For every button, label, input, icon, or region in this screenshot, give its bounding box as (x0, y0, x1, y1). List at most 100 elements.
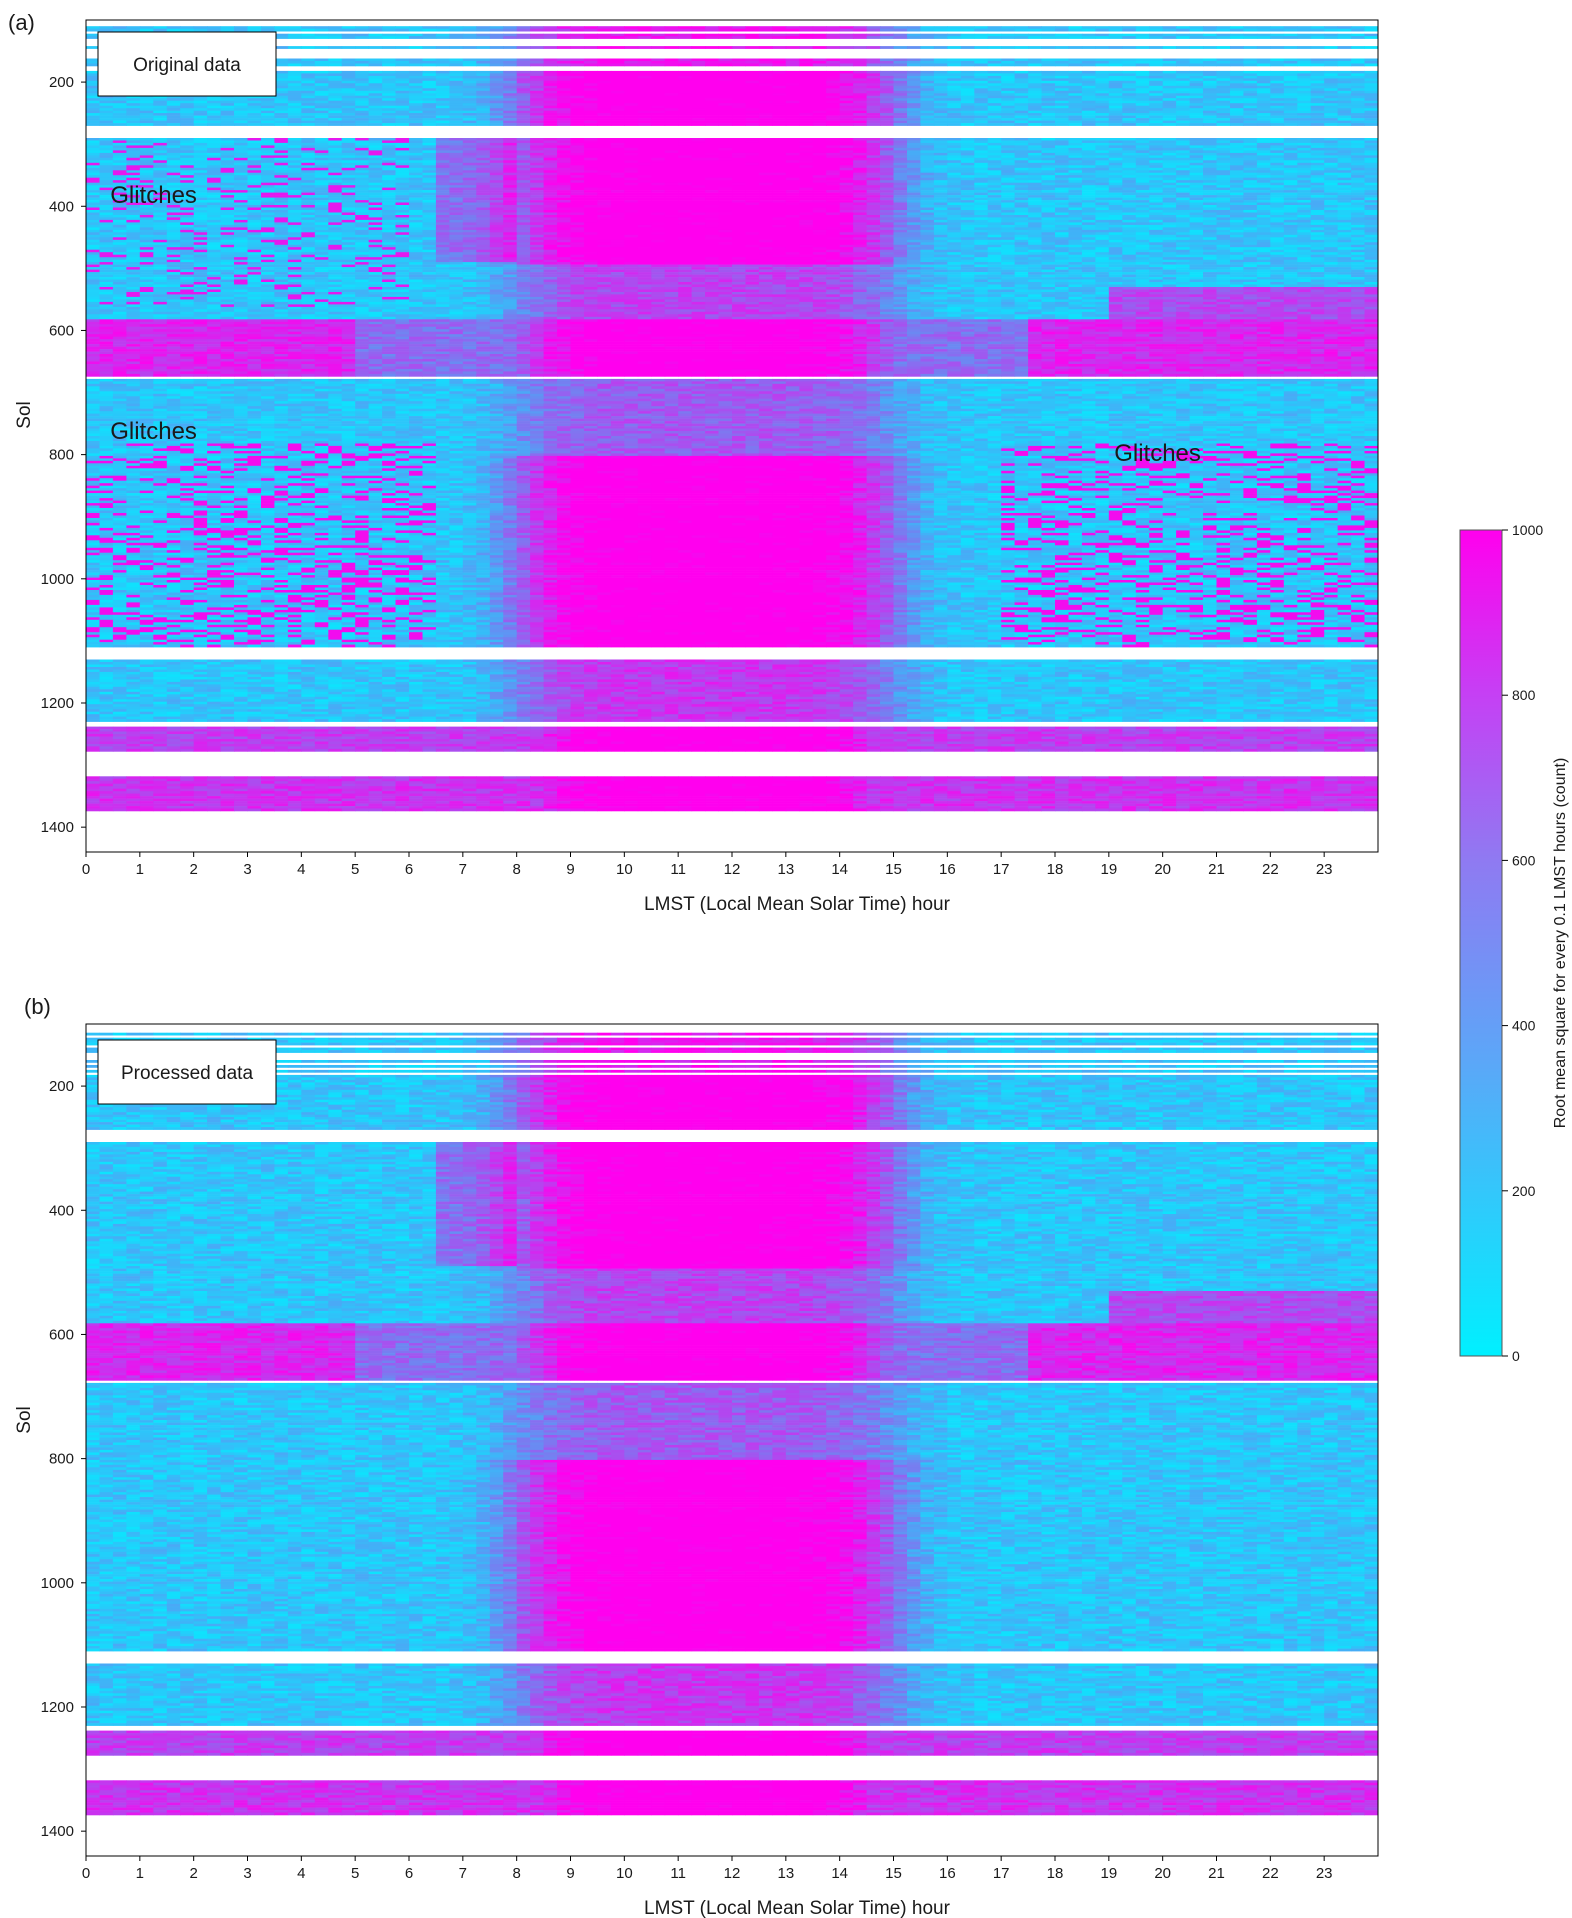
heatmap-cell (772, 61, 786, 64)
heatmap-cell (1243, 46, 1257, 49)
heatmap-cell (867, 34, 881, 37)
heatmap-cell (772, 46, 786, 49)
heatmap-cell (1257, 59, 1271, 62)
heatmap-cell (826, 29, 840, 32)
heatmap-cell (597, 61, 611, 64)
heatmap-cell (988, 26, 1002, 29)
heatmap-cell (920, 29, 934, 32)
heatmap-cell (934, 46, 948, 49)
heatmap-cell (288, 46, 302, 49)
heatmap-cell (988, 29, 1002, 32)
heatmap-cell (1230, 59, 1244, 62)
heatmap-cell (1149, 59, 1163, 62)
heatmap-cell (1042, 46, 1056, 49)
heatmap-cell (799, 46, 813, 49)
heatmap-cell (436, 29, 450, 32)
heatmap-cell (759, 29, 773, 32)
heatmap-cell (355, 61, 369, 64)
heatmap-cell (1149, 36, 1163, 39)
heatmap-cell (315, 26, 329, 29)
heatmap-cell (1217, 36, 1231, 39)
heatmap-cell (1015, 46, 1029, 49)
heatmap-cell (1122, 34, 1136, 37)
heatmap-cell (369, 61, 383, 64)
heatmap-cell (530, 61, 544, 64)
heatmap-cell (1095, 26, 1109, 29)
heatmap-cell (1109, 59, 1123, 62)
heatmap-cell (369, 34, 383, 37)
heatmap-cell (719, 36, 733, 39)
heatmap-cell (1365, 46, 1379, 49)
heatmap-cell (409, 29, 423, 32)
heatmap-cell (988, 36, 1002, 39)
heatmap-cell (920, 26, 934, 29)
heatmap-cell (867, 26, 881, 29)
heatmap-cell (503, 61, 517, 64)
heatmap-cell (813, 26, 827, 29)
heatmap-cell (490, 26, 504, 29)
heatmap-cell (530, 46, 544, 49)
heatmap-cell (1284, 29, 1298, 32)
heatmap-cell (961, 61, 975, 64)
heatmap-cell (719, 34, 733, 37)
heatmap-cell (853, 34, 867, 37)
heatmap-cell (1122, 26, 1136, 29)
heatmap-cell (126, 26, 140, 29)
heatmap-cell (705, 29, 719, 32)
heatmap-cell (463, 29, 477, 32)
heatmap-cell (288, 34, 302, 37)
heatmap-cell (907, 36, 921, 39)
heatmap-cell (1190, 46, 1204, 49)
heatmap-cell (476, 26, 490, 29)
heatmap-cell (1109, 46, 1123, 49)
heatmap-cell (1203, 26, 1217, 29)
heatmap-cell (288, 61, 302, 64)
heatmap-cell (100, 26, 114, 29)
heatmap-cell (651, 36, 665, 39)
heatmap-cell (719, 59, 733, 62)
heatmap-cell (732, 36, 746, 39)
heatmap-cell (274, 26, 288, 29)
heatmap-cell (1149, 29, 1163, 32)
heatmap-cell (799, 36, 813, 39)
heatmap-cell (301, 26, 315, 29)
heatmap-cell (301, 59, 315, 62)
heatmap-cell (382, 29, 396, 32)
heatmap-cell (934, 34, 948, 37)
heatmap-cell (692, 26, 706, 29)
heatmap-cell (947, 29, 961, 32)
heatmap-cell (1082, 29, 1096, 32)
heatmap-cell (584, 59, 598, 62)
heatmap-cell (746, 34, 760, 37)
heatmap-cell (759, 34, 773, 37)
heatmap-cell (1297, 34, 1311, 37)
heatmap-cell (503, 36, 517, 39)
heatmap-cell (786, 29, 800, 32)
heatmap-cell (665, 46, 679, 49)
heatmap-cell (894, 46, 908, 49)
heatmap-cell (867, 29, 881, 32)
heatmap-cell (961, 34, 975, 37)
heatmap-cell (342, 34, 356, 37)
heatmap-cell (167, 26, 181, 29)
heatmap-cell (234, 29, 248, 32)
heatmap-cell (1176, 61, 1190, 64)
heatmap-cell (907, 26, 921, 29)
heatmap-cell (207, 29, 221, 32)
heatmap-cell (490, 29, 504, 32)
heatmap-cell (732, 61, 746, 64)
heatmap-cell (409, 36, 423, 39)
heatmap-cell (557, 61, 571, 64)
heatmap-cell (315, 59, 329, 62)
heatmap-cell (1297, 36, 1311, 39)
heatmap-cell (1015, 29, 1029, 32)
heatmap-cell (1001, 61, 1015, 64)
heatmap-cell (624, 59, 638, 62)
heatmap-cell (1163, 29, 1177, 32)
heatmap-cell (584, 34, 598, 37)
heatmap-cell (934, 59, 948, 62)
heatmap-cell (1243, 61, 1257, 64)
heatmap-cell (907, 46, 921, 49)
heatmap-cell (786, 59, 800, 62)
heatmap-cell (1001, 34, 1015, 37)
